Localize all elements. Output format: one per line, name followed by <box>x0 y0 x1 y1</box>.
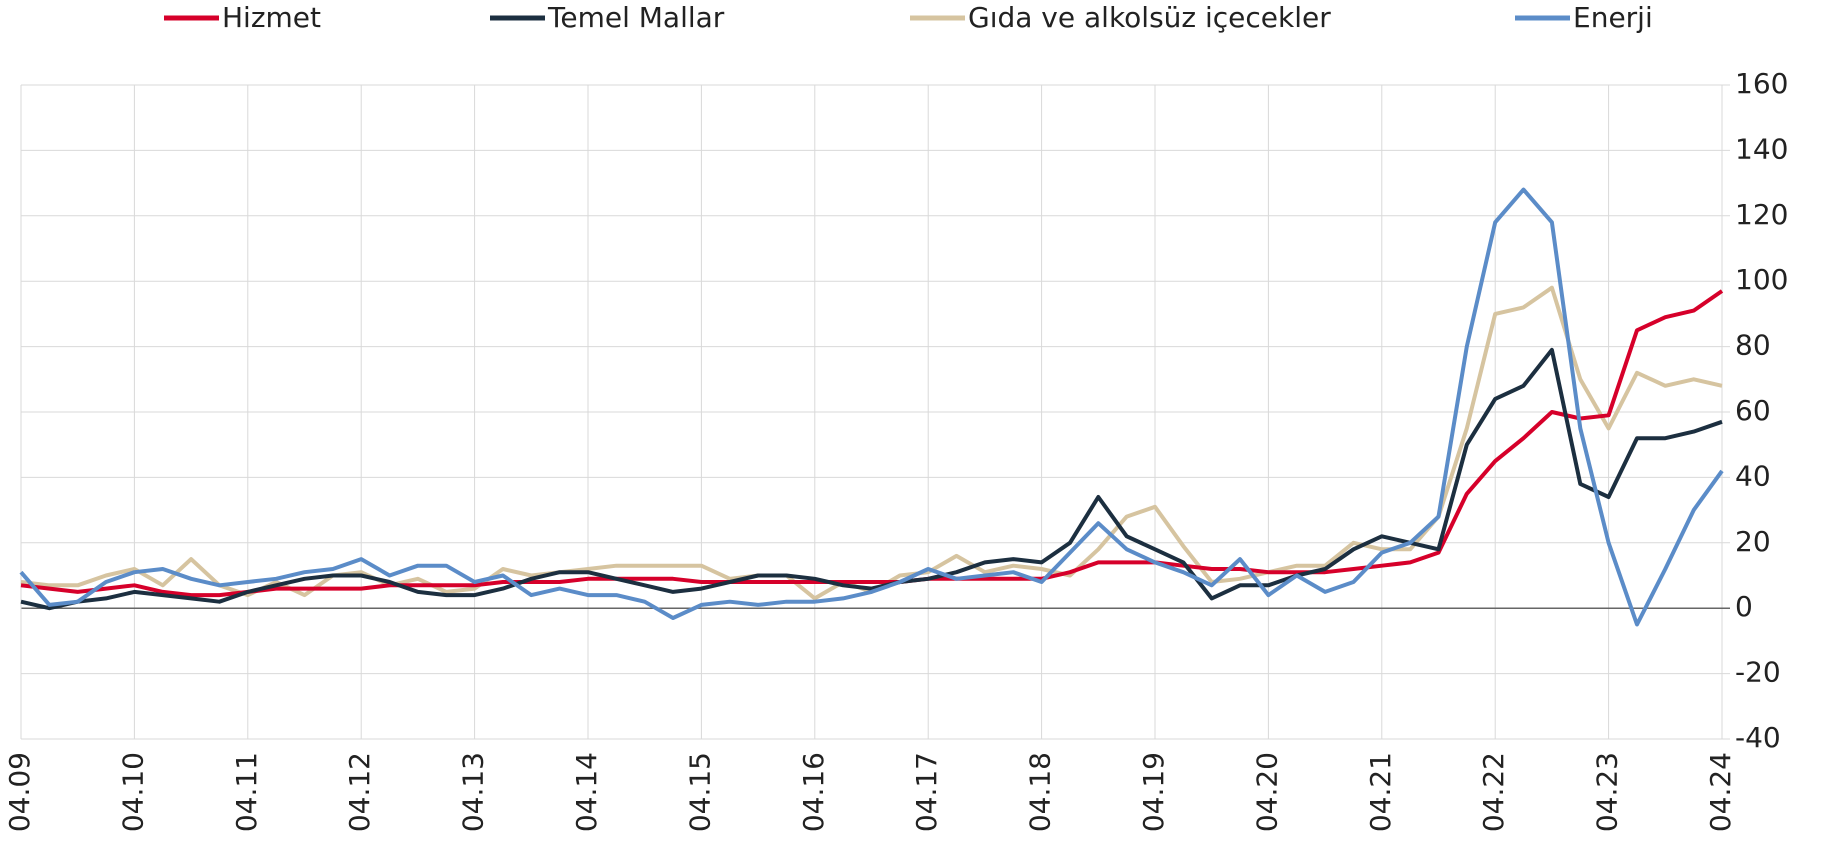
y-tick-label: -40 <box>1735 721 1781 754</box>
x-tick-label: 04.11 <box>230 752 263 832</box>
y-tick-label: 140 <box>1735 132 1788 165</box>
legend-label: Temel Mallar <box>547 1 725 34</box>
x-tick-label: 04.21 <box>1364 752 1397 832</box>
x-tick-label: 04.17 <box>910 752 943 832</box>
y-tick-label: 80 <box>1735 329 1771 362</box>
legend-label: Hizmet <box>222 1 321 34</box>
y-tick-label: -20 <box>1735 656 1781 689</box>
x-tick-label: 04.14 <box>570 752 603 832</box>
x-tick-label: 04.12 <box>343 752 376 832</box>
x-tick-label: 04.15 <box>683 752 716 832</box>
y-tick-label: 160 <box>1735 67 1788 100</box>
x-tick-label: 04.09 <box>3 752 36 832</box>
legend-label: Enerji <box>1573 1 1653 34</box>
y-tick-label: 0 <box>1735 590 1753 623</box>
series-line <box>20 347 1723 611</box>
series-line <box>19 187 1724 627</box>
y-tick-label: 120 <box>1735 198 1788 231</box>
x-tick-label: 04.16 <box>797 752 830 832</box>
x-tick-label: 04.24 <box>1704 752 1737 832</box>
legend-label: Gıda ve alkolsüz içecekler <box>968 1 1331 34</box>
x-tick-label: 04.18 <box>1024 752 1057 832</box>
x-tick-label: 04.19 <box>1137 752 1170 832</box>
x-tick-label: 04.23 <box>1591 752 1624 832</box>
x-tick-label: 04.22 <box>1477 752 1510 832</box>
y-tick-label: 20 <box>1735 525 1771 558</box>
y-tick-label: 60 <box>1735 394 1771 427</box>
x-tick-label: 04.10 <box>116 752 149 832</box>
y-tick-label: 40 <box>1735 459 1771 492</box>
y-tick-label: 100 <box>1735 263 1788 296</box>
x-tick-label: 04.13 <box>457 752 490 832</box>
x-tick-label: 04.20 <box>1250 752 1283 832</box>
series-line <box>20 289 1724 598</box>
